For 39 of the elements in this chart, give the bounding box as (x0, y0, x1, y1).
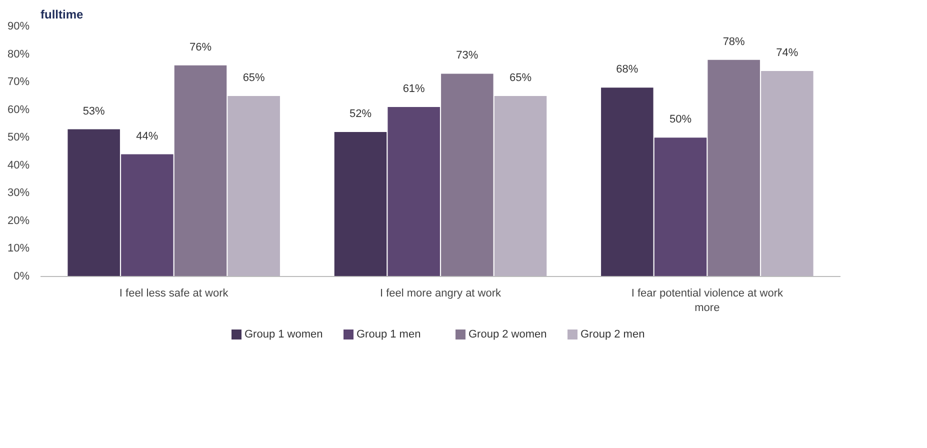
y-tick-label: 80% (7, 48, 30, 60)
bar (388, 107, 440, 276)
y-tick-label: 50% (7, 132, 30, 144)
bar (441, 74, 494, 276)
y-tick-label: 60% (7, 104, 30, 116)
bar (708, 60, 760, 276)
bar (121, 154, 174, 276)
data-label: 65% (242, 72, 266, 84)
data-label: 74% (776, 46, 798, 59)
data-label: 61% (402, 83, 426, 96)
x-tick-label: I feel more angry at work (380, 288, 502, 300)
y-tick-label: 10% (7, 242, 30, 255)
y-tick-label: 90% (7, 20, 30, 32)
data-label: 65% (509, 72, 532, 84)
bar (174, 65, 227, 276)
data-label: 52% (349, 108, 372, 120)
data-label: 53% (82, 105, 106, 118)
data-label: 44% (136, 130, 158, 142)
y-tick-label: 0% (14, 270, 30, 282)
legend-label: Group 2 men (580, 328, 645, 340)
chart-title: fulltime (40, 8, 84, 22)
data-label: 76% (189, 41, 212, 54)
y-tick-label: 20% (7, 214, 30, 227)
bar (654, 138, 707, 276)
x-tick-label: I fear potential violence at work more (631, 288, 784, 314)
data-label: 68% (616, 64, 638, 76)
data-label: 73% (456, 50, 478, 62)
y-tick-label: 30% (7, 187, 30, 200)
x-tick-label: I feel less safe at work (119, 288, 229, 300)
y-tick-label: 70% (7, 76, 30, 88)
data-label: 50% (669, 114, 692, 126)
bar (334, 132, 387, 276)
legend-label: Group 2 women (468, 328, 547, 340)
data-label: 78% (722, 36, 746, 48)
legend-label: Group 1 men (356, 328, 421, 340)
legend-label: Group 1 women (244, 328, 323, 340)
bar (68, 129, 120, 276)
y-tick-label: 40% (7, 159, 30, 172)
bar (601, 88, 654, 276)
